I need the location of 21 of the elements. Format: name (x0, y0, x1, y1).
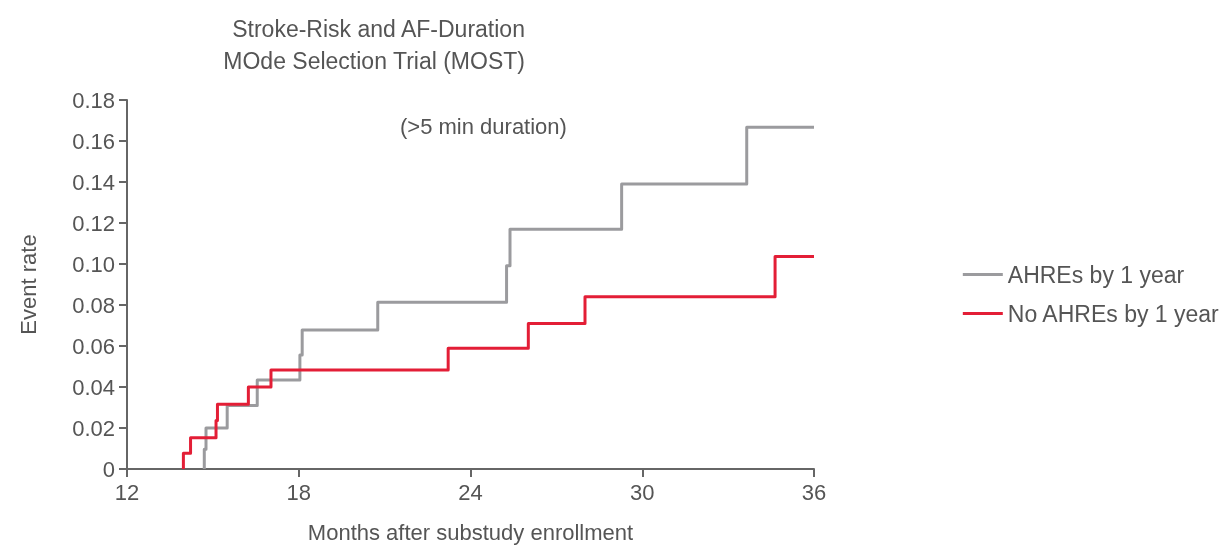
legend-label: AHREs by 1 year (1007, 261, 1185, 288)
y-tick-label: 0.10 (72, 251, 115, 277)
x-tick-label: 30 (630, 479, 655, 505)
x-tick-label: 36 (801, 479, 827, 505)
chart-title: Stroke-Risk and AF-Duration MOde Selection Trial (MOST) (223, 16, 525, 74)
y-axis-title: Event rate (15, 234, 41, 335)
x-axis-title: Months after substudy enrollment (307, 519, 634, 545)
x-tick-label: 18 (286, 479, 311, 505)
legend-label: No AHREs by 1 year (1007, 300, 1220, 327)
y-tick-label: 0.12 (72, 210, 115, 236)
y-tick-label: 0.02 (72, 415, 115, 441)
y-tick-label: 0.14 (72, 169, 115, 195)
y-tick-label: 0.08 (72, 292, 115, 318)
y-tick-label: 0.18 (72, 87, 115, 113)
x-tick-label: 24 (458, 479, 483, 505)
y-tick-label: 0.06 (72, 333, 115, 359)
y-tick-label: 0.16 (72, 128, 115, 154)
y-tick-label: 0 (102, 456, 115, 482)
y-tick-label: 0.04 (72, 374, 115, 400)
annotation: (>5 min duration) (400, 113, 567, 139)
x-tick-label: 12 (114, 479, 140, 505)
